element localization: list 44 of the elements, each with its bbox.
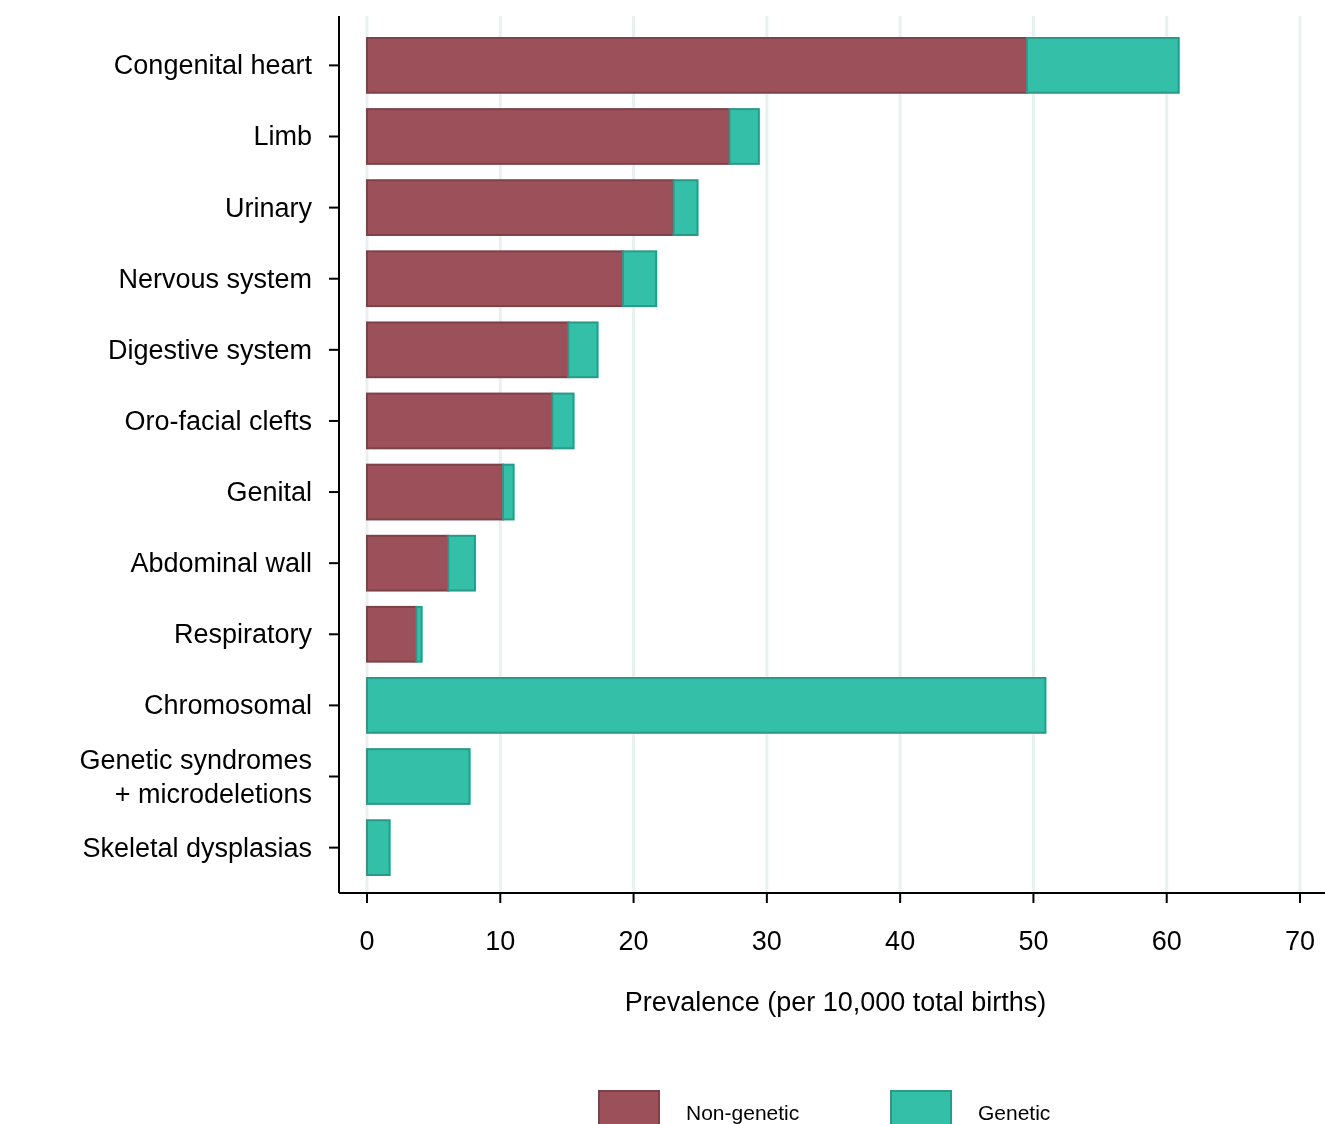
x-tick-label: 60 [1151,926,1182,956]
bar [621,250,658,308]
x-tick-label: 0 [359,926,375,956]
y-tick-label: Genetic syndromes + microdeletions [79,744,312,809]
bar [447,534,476,592]
bar [365,250,624,308]
y-tick-label: Respiratory [173,619,313,650]
y-tick-label: Urinary [224,192,313,223]
bar [365,392,554,450]
y-tick-label: Chromosomal [143,690,312,721]
legend-label: Genetic [978,1101,1051,1124]
y-tick-label: Genital [226,477,312,508]
y-tick-label: Oro-facial clefts [124,405,312,436]
bar [1025,37,1180,94]
x-tick-label: 70 [1284,926,1316,956]
y-tick-label: Congenital heart [113,50,313,81]
bar [728,108,760,165]
bar [365,534,450,592]
y-tick-label: Skeletal dysplasias [82,832,312,863]
bar [415,605,423,663]
bar [551,392,575,450]
bar [365,179,675,236]
bar [672,179,699,236]
bar [365,605,418,663]
x-tick-label: 30 [751,926,782,956]
y-tick-label: Nervous system [118,263,312,294]
bar [365,748,471,805]
x-tick-label: 20 [618,926,649,956]
bar [365,37,1028,94]
y-tick-label: Digestive system [107,334,312,365]
bar [501,463,515,521]
bar [365,463,504,521]
bar [365,819,391,876]
x-axis-title: Prevalence (per 10,000 total births) [624,987,1047,1017]
bar [365,108,731,165]
legend-label: Non-genetic [686,1101,800,1124]
y-tick-label: Abdominal wall [130,548,312,579]
bar [365,321,570,379]
x-tick-label: 40 [885,926,916,956]
x-tick-label: 10 [485,926,516,956]
x-tick-label: 50 [1018,926,1049,956]
y-tick-label: Limb [253,121,312,152]
bar [365,677,1047,734]
bar [567,321,599,379]
